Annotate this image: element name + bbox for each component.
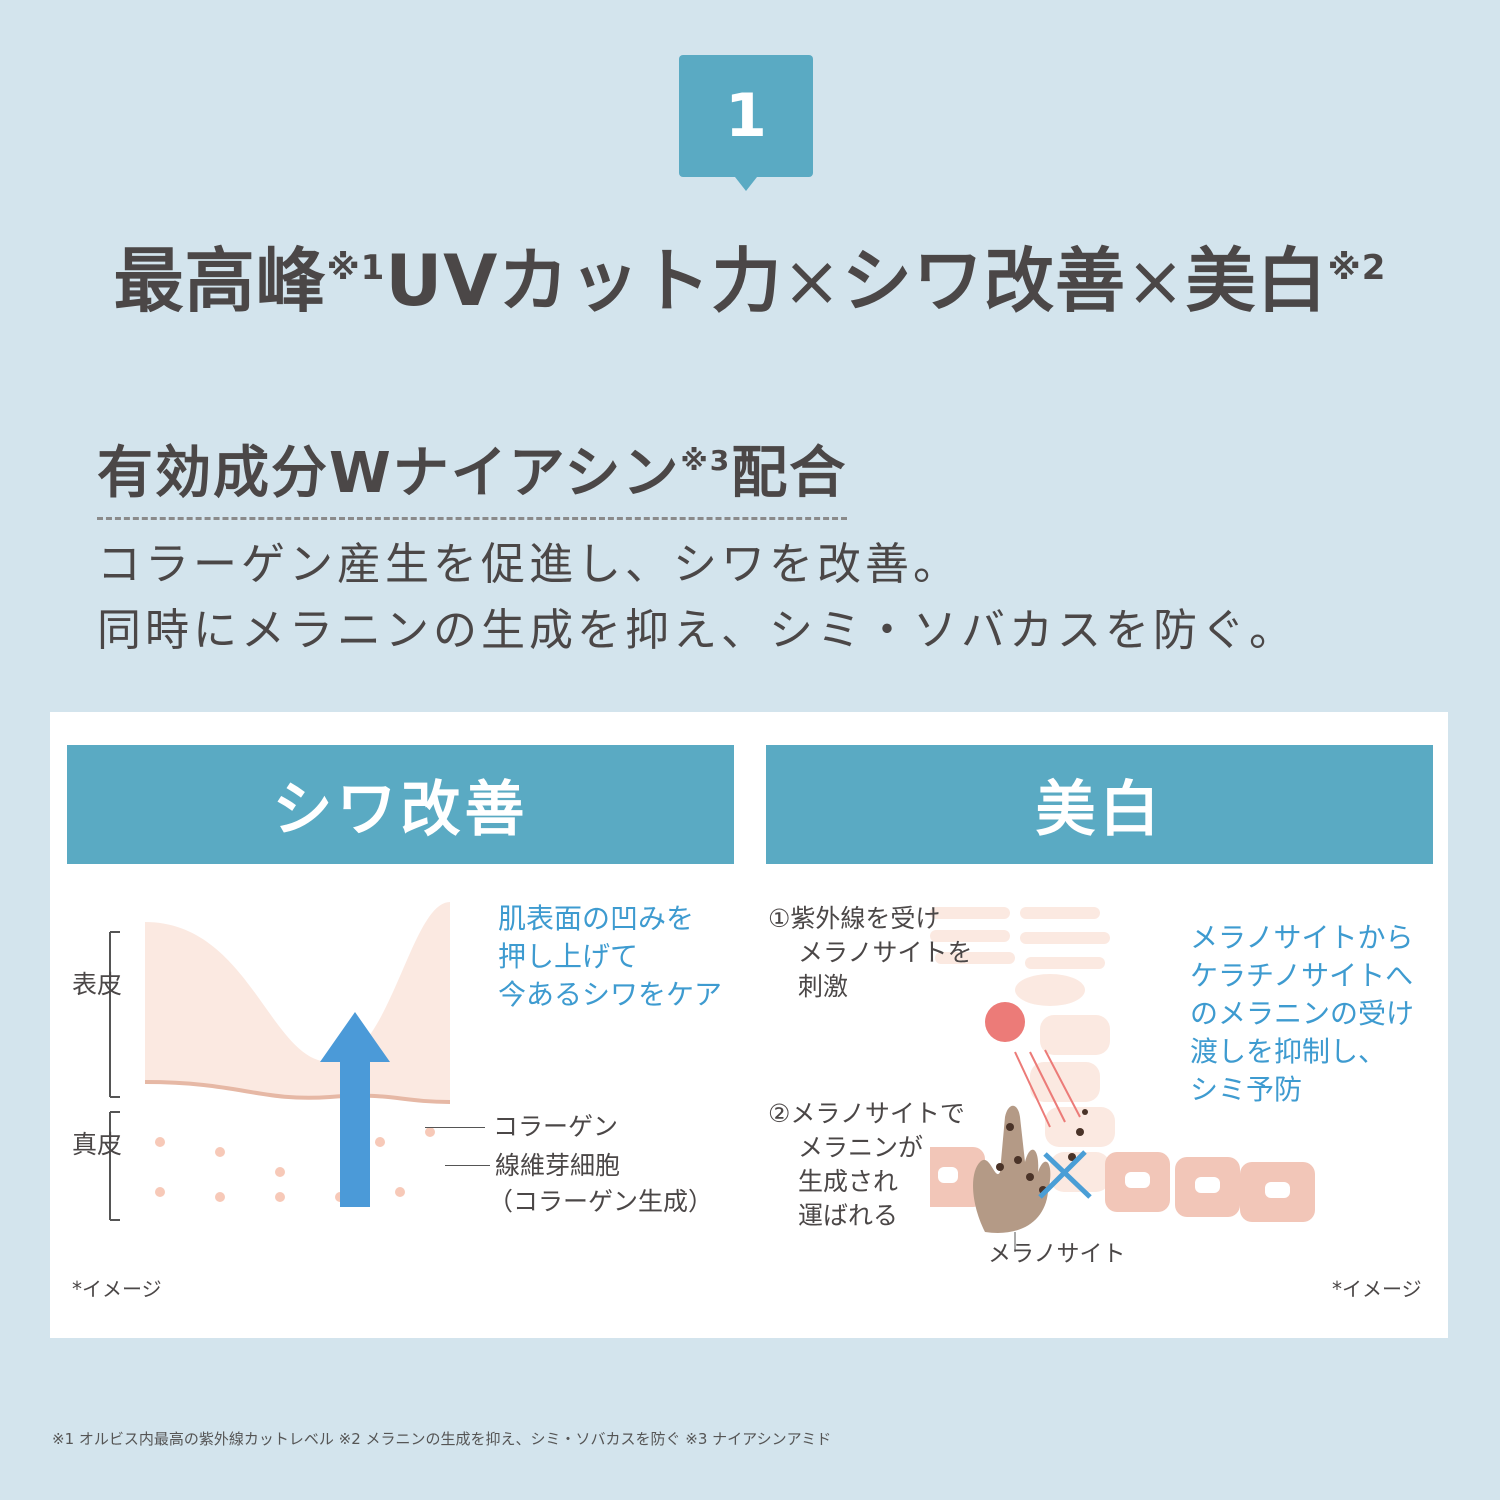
step1-text: ①紫外線を受け メラノサイトを 刺激 bbox=[768, 902, 973, 1004]
footnote-mark: ※2 bbox=[1327, 248, 1387, 288]
step1-line: メラノサイトを bbox=[798, 938, 973, 967]
step-number: 1 bbox=[725, 81, 767, 151]
callout-line: メラノサイトから bbox=[1190, 921, 1414, 954]
body-line: コラーゲン産生を促進し、シワを改善。 bbox=[97, 539, 961, 590]
layer-epidermis: 表皮 bbox=[72, 970, 123, 999]
callout-line: 今あるシワをケア bbox=[498, 978, 723, 1011]
label-fibroblast: 線維芽細胞 bbox=[495, 1151, 621, 1180]
wrinkle-header: シワ改善 bbox=[67, 745, 734, 864]
footnote-mark: ※3 bbox=[680, 444, 732, 477]
step1-line: 刺激 bbox=[798, 972, 849, 1001]
callout-line: 押し上げて bbox=[498, 940, 639, 973]
step2-text: ②メラノサイトで メラニンが 生成され 運ばれる bbox=[768, 1097, 965, 1233]
title-text: 最高峰 bbox=[113, 240, 327, 322]
callout-line: 渡しを抑制し、 bbox=[1190, 1035, 1387, 1068]
wrinkle-callout: 肌表面の凹みを 押し上げて 今あるシワをケア bbox=[498, 900, 722, 1014]
feature-panel: シワ改善 美白 表皮 真皮 肌表面の凹みを 押し上げて 今あるシワをケア コラー… bbox=[50, 712, 1448, 1338]
layer-dermis: 真皮 bbox=[72, 1130, 123, 1159]
callout-line: シミ予防 bbox=[1190, 1073, 1303, 1106]
whitening-header: 美白 bbox=[766, 745, 1433, 864]
image-note: *イメージ bbox=[72, 1277, 162, 1301]
callout-line: 肌表面の凹みを bbox=[498, 902, 695, 935]
callout-line: のメラニンの受け bbox=[1190, 997, 1415, 1030]
melanin-illustration bbox=[930, 907, 1315, 1252]
subtitle-text: 有効成分Wナイアシン bbox=[97, 441, 681, 506]
title-text: 美白 bbox=[1185, 240, 1328, 322]
label-fibroblast-note: （コラーゲン生成） bbox=[488, 1187, 714, 1216]
step1-line: ①紫外線を受け bbox=[768, 904, 941, 933]
main-title: 最高峰※1UVカット力×シワ改善×美白※2 bbox=[0, 225, 1500, 326]
step2-line: ②メラノサイトで bbox=[768, 1099, 965, 1128]
title-text: UVカット力 bbox=[385, 240, 783, 322]
body-line: 同時にメラニンの生成を抑え、シミ・ソバカスを防ぐ。 bbox=[97, 605, 1297, 656]
step2-line: メラニンが bbox=[798, 1133, 924, 1162]
callout-line: ケラチノサイトへ bbox=[1190, 959, 1414, 992]
times-sign: × bbox=[782, 240, 842, 322]
subtitle-text: 配合 bbox=[731, 441, 848, 506]
footnotes: ※1 オルビス内最高の紫外線カットレベル ※2 メラニンの生成を抑え、シミ・ソバ… bbox=[52, 1430, 832, 1448]
leader-line bbox=[445, 1165, 490, 1166]
image-note: *イメージ bbox=[1332, 1277, 1422, 1301]
step2-line: 運ばれる bbox=[798, 1201, 899, 1230]
leader-line bbox=[425, 1127, 485, 1128]
step-badge: 1 bbox=[679, 55, 813, 191]
whitening-callout: メラノサイトから ケラチノサイトへ のメラニンの受け 渡しを抑制し、 シミ予防 bbox=[1190, 919, 1414, 1109]
subtitle: 有効成分Wナイアシン※3配合 bbox=[97, 428, 848, 520]
label-collagen: コラーゲン bbox=[493, 1112, 619, 1141]
label-melanocyte: メラノサイト bbox=[988, 1241, 1126, 1267]
skin-wrinkle-illustration bbox=[109, 902, 451, 1221]
step2-line: 生成され bbox=[798, 1167, 899, 1196]
footnote-mark: ※1 bbox=[326, 248, 386, 288]
title-text: シワ改善 bbox=[842, 240, 1126, 322]
times-sign: × bbox=[1126, 240, 1186, 322]
